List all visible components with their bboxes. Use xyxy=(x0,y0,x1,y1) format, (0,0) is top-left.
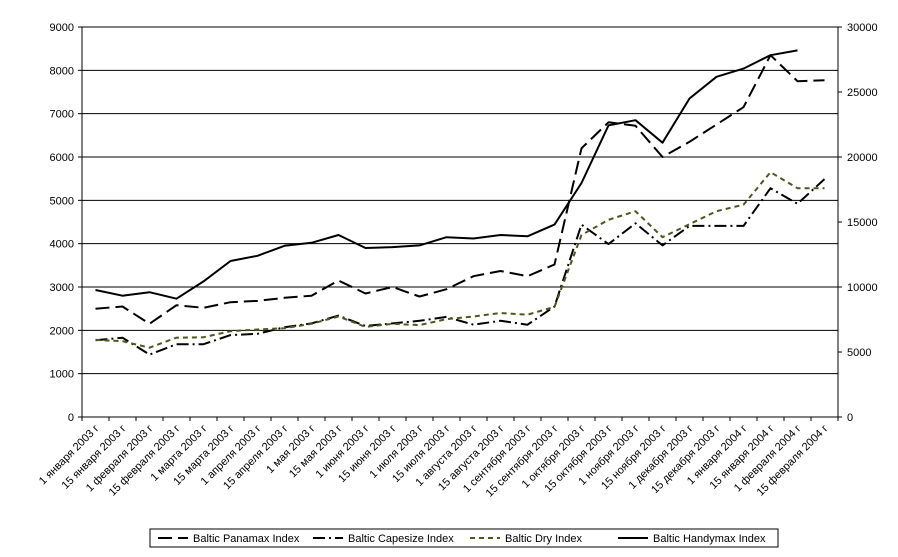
right-axis-tick-label: 30000 xyxy=(847,22,878,34)
left-axis-tick-label: 7000 xyxy=(50,109,74,121)
left-axis-tick-label: 9000 xyxy=(50,22,74,34)
legend: Baltic Panamax Index Baltic Capesize Inde… xyxy=(149,528,779,548)
baltic-capesize-index-legend-label: Baltic Capesize Index xyxy=(348,533,454,545)
right-axis-tick-label: 5000 xyxy=(847,347,871,359)
left-axis-tick-label: 1000 xyxy=(50,369,74,381)
right-axis-tick-label: 25000 xyxy=(847,87,878,99)
baltic-panamax-index-line xyxy=(95,54,825,325)
legend-box xyxy=(149,528,779,548)
left-axis-tick-label: 2000 xyxy=(50,325,74,337)
right-axis-tick-label: 0 xyxy=(847,412,853,424)
baltic-handymax-index-line xyxy=(95,49,798,300)
grid-layer xyxy=(82,26,838,375)
baltic-capesize-index-line xyxy=(95,178,826,356)
left-axis-tick-label: 8000 xyxy=(50,65,74,77)
left-axis-tick-label: 6000 xyxy=(50,152,74,164)
left-axis-tick-label: 5000 xyxy=(50,195,74,207)
left-axis-tick-label: 4000 xyxy=(50,239,74,251)
baltic-handymax-index-legend-label: Baltic Handymax Index xyxy=(653,533,766,545)
series-layer xyxy=(95,49,826,356)
left-axis-tick-label: 3000 xyxy=(50,282,74,294)
baltic-panamax-index-legend-label: Baltic Panamax Index xyxy=(193,533,300,545)
baltic-dry-index-legend-label: Baltic Dry Index xyxy=(505,533,583,545)
baltic-dry-index-line xyxy=(95,171,825,349)
right-axis-tick-label: 10000 xyxy=(847,282,878,294)
right-axis-tick-label: 20000 xyxy=(847,152,878,164)
right-axis-tick-label: 15000 xyxy=(847,217,878,229)
left-axis-tick-label: 0 xyxy=(68,412,74,424)
